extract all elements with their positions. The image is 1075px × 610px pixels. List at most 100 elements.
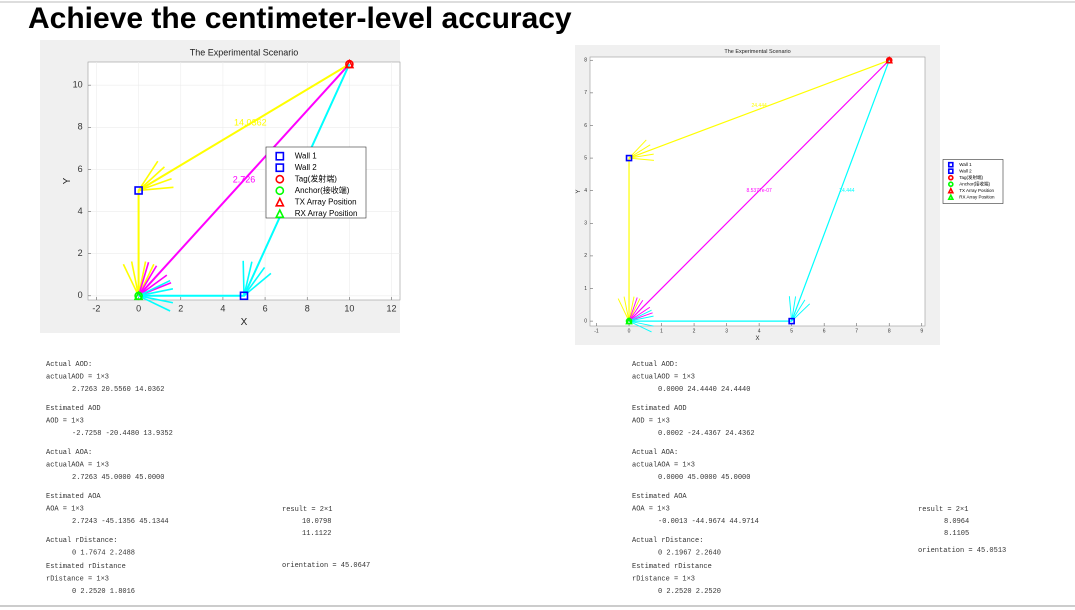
result-line: 8.0964 xyxy=(944,518,969,526)
y-axis-label: Y xyxy=(62,177,73,184)
x-axis-label: X xyxy=(241,317,248,328)
x-tick-label: 2 xyxy=(178,303,183,313)
arrow-head xyxy=(628,320,654,327)
marker-triangle xyxy=(947,186,955,194)
arrow-head xyxy=(138,166,165,192)
arrow-head xyxy=(628,320,652,333)
arrow-head xyxy=(628,299,644,322)
output-line: Estimated AOD xyxy=(46,405,101,413)
arrow-head xyxy=(788,296,793,322)
ray-path xyxy=(628,59,890,322)
arrow-head xyxy=(628,306,651,322)
marker-triangle xyxy=(274,196,285,207)
x-tick-label: 4 xyxy=(220,303,225,313)
legend-label: Wall 1 xyxy=(295,151,317,160)
x-tick-label: 6 xyxy=(263,303,268,313)
output-line: actualAOD = 1×3 xyxy=(632,373,695,381)
arrow-head xyxy=(122,263,140,297)
output-line: Estimated rDistance xyxy=(46,563,126,571)
output-line: 0.0000 24.4440 24.4440 xyxy=(658,386,750,394)
arrow-head xyxy=(137,262,150,297)
arrow-head xyxy=(617,298,630,322)
output-line: 0 2.1967 2.2640 xyxy=(658,549,721,557)
legend-label: Anchor(接收端) xyxy=(959,180,990,187)
arrow-head xyxy=(628,309,652,322)
output-line: Estimated AOA xyxy=(46,493,101,501)
legend-label: TX Array Position xyxy=(295,197,357,206)
legend-label: RX Array Position xyxy=(295,209,358,218)
x-tick-label: 9 xyxy=(920,328,923,334)
arrow-head xyxy=(138,178,172,192)
y-tick-label: 0 xyxy=(78,290,83,300)
arrow-head xyxy=(130,261,140,296)
output-line: Actual rDistance: xyxy=(46,537,117,545)
output-line: AOA = 1×3 xyxy=(632,505,670,513)
output-line: Estimated AOA xyxy=(632,493,687,501)
y-tick-label: 6 xyxy=(78,164,83,174)
annotation: 24.444 xyxy=(839,188,855,194)
y-tick-label: 2 xyxy=(584,253,587,259)
y-tick-label: 0 xyxy=(584,318,587,324)
output-line: actualAOD = 1×3 xyxy=(46,373,109,381)
arrow-head xyxy=(791,299,806,322)
output-line: AOD = 1×3 xyxy=(632,417,670,425)
marker-square xyxy=(239,291,249,301)
result-line: 10.0798 xyxy=(302,518,331,526)
arrow-head xyxy=(138,279,171,297)
arrow-head xyxy=(791,296,797,322)
result-line: 8.1105 xyxy=(944,530,969,538)
x-tick-label: -1 xyxy=(594,328,599,334)
arrow-head xyxy=(628,153,654,159)
output-line: 0.0000 45.0000 45.0000 xyxy=(658,474,750,482)
marker-square xyxy=(275,151,285,161)
legend-label: Anchor(接收端) xyxy=(295,185,350,195)
arrow-head xyxy=(628,298,641,322)
output-line: -2.7258 -20.4480 13.9352 xyxy=(72,430,173,438)
arrow-head xyxy=(628,144,651,159)
arrow-head xyxy=(137,160,159,191)
marker-triangle xyxy=(344,58,355,69)
legend-label: Wall 1 xyxy=(959,162,972,167)
y-tick-label: 1 xyxy=(584,286,587,292)
output-line: 2.7243 -45.1356 45.1344 xyxy=(72,518,169,526)
arrow-head xyxy=(138,274,168,297)
annotation: 2.726 xyxy=(233,174,256,184)
output-line: 2.7263 45.0000 45.0000 xyxy=(72,474,164,482)
marker-triangle xyxy=(274,208,285,219)
marker-circle xyxy=(947,181,954,188)
x-tick-label: 0 xyxy=(628,328,631,334)
arrow-head xyxy=(243,272,272,297)
output-line: actualAOA = 1×3 xyxy=(632,461,695,469)
y-tick-label: 10 xyxy=(73,80,83,90)
arrow-head xyxy=(628,315,654,322)
marker-square xyxy=(275,163,285,173)
x-tick-label: 1 xyxy=(660,328,663,334)
x-tick-label: -2 xyxy=(92,303,100,313)
annotation: 14.0362 xyxy=(234,117,267,127)
y-tick-label: 8 xyxy=(584,58,587,64)
output-line: actualAOA = 1×3 xyxy=(46,461,109,469)
output-line: 0.0002 -24.4367 24.4362 xyxy=(658,430,755,438)
chart-title: The Experimental Scenario xyxy=(724,49,790,55)
y-tick-label: 6 xyxy=(584,123,587,129)
x-tick-label: 5 xyxy=(790,328,793,334)
arrow-head xyxy=(242,260,245,296)
output-line: Estimated AOD xyxy=(632,405,687,413)
marker-square xyxy=(788,317,795,325)
output-line: 0 1.7674 2.2488 xyxy=(72,549,135,557)
y-tick-label: 3 xyxy=(584,221,587,227)
output-line: 2.7263 20.5560 14.0362 xyxy=(72,386,164,394)
x-tick-label: 12 xyxy=(387,303,397,313)
x-tick-label: 2 xyxy=(693,328,696,334)
x-tick-label: 8 xyxy=(888,328,891,334)
marker-square xyxy=(625,154,633,162)
result-line: result = 2×1 xyxy=(282,506,332,514)
result-line: 11.1122 xyxy=(302,530,331,538)
arrow-head xyxy=(628,297,638,322)
x-tick-label: 3 xyxy=(725,328,728,334)
legend-label: Wall 2 xyxy=(959,168,972,173)
y-tick-label: 2 xyxy=(78,248,83,258)
